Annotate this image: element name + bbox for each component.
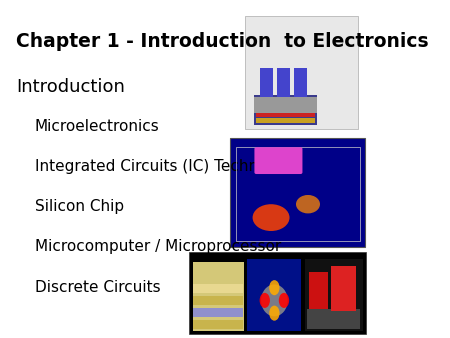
Ellipse shape (269, 306, 279, 321)
FancyBboxPatch shape (194, 320, 243, 329)
FancyBboxPatch shape (309, 272, 328, 309)
Text: Microcomputer / Microprocessor: Microcomputer / Microprocessor (35, 239, 281, 255)
FancyBboxPatch shape (189, 252, 365, 334)
FancyBboxPatch shape (193, 262, 244, 331)
Ellipse shape (261, 285, 288, 316)
Text: Integrated Circuits (IC) Technology: Integrated Circuits (IC) Technology (35, 159, 300, 174)
FancyBboxPatch shape (307, 309, 360, 329)
FancyBboxPatch shape (331, 266, 356, 311)
FancyBboxPatch shape (254, 147, 302, 174)
FancyBboxPatch shape (256, 100, 315, 105)
FancyBboxPatch shape (260, 68, 273, 97)
FancyBboxPatch shape (194, 296, 243, 305)
FancyBboxPatch shape (294, 68, 307, 97)
Text: Silicon Chip: Silicon Chip (35, 199, 124, 214)
FancyBboxPatch shape (254, 95, 317, 125)
Ellipse shape (296, 195, 320, 213)
Text: Discrete Circuits: Discrete Circuits (35, 280, 160, 295)
FancyBboxPatch shape (248, 259, 301, 331)
Text: Microelectronics: Microelectronics (35, 119, 159, 134)
FancyBboxPatch shape (194, 308, 243, 317)
FancyBboxPatch shape (305, 259, 363, 331)
FancyBboxPatch shape (256, 112, 315, 117)
Text: Introduction: Introduction (16, 78, 125, 96)
FancyBboxPatch shape (194, 284, 243, 293)
FancyBboxPatch shape (256, 118, 315, 123)
FancyBboxPatch shape (230, 138, 365, 247)
FancyBboxPatch shape (194, 271, 243, 281)
FancyBboxPatch shape (254, 97, 317, 113)
Text: Chapter 1 - Introduction  to Electronics: Chapter 1 - Introduction to Electronics (16, 31, 429, 51)
FancyBboxPatch shape (256, 106, 315, 111)
Ellipse shape (269, 280, 279, 295)
FancyBboxPatch shape (245, 17, 358, 129)
Ellipse shape (279, 293, 289, 308)
Ellipse shape (260, 293, 270, 308)
FancyBboxPatch shape (277, 68, 290, 97)
Ellipse shape (252, 204, 289, 231)
